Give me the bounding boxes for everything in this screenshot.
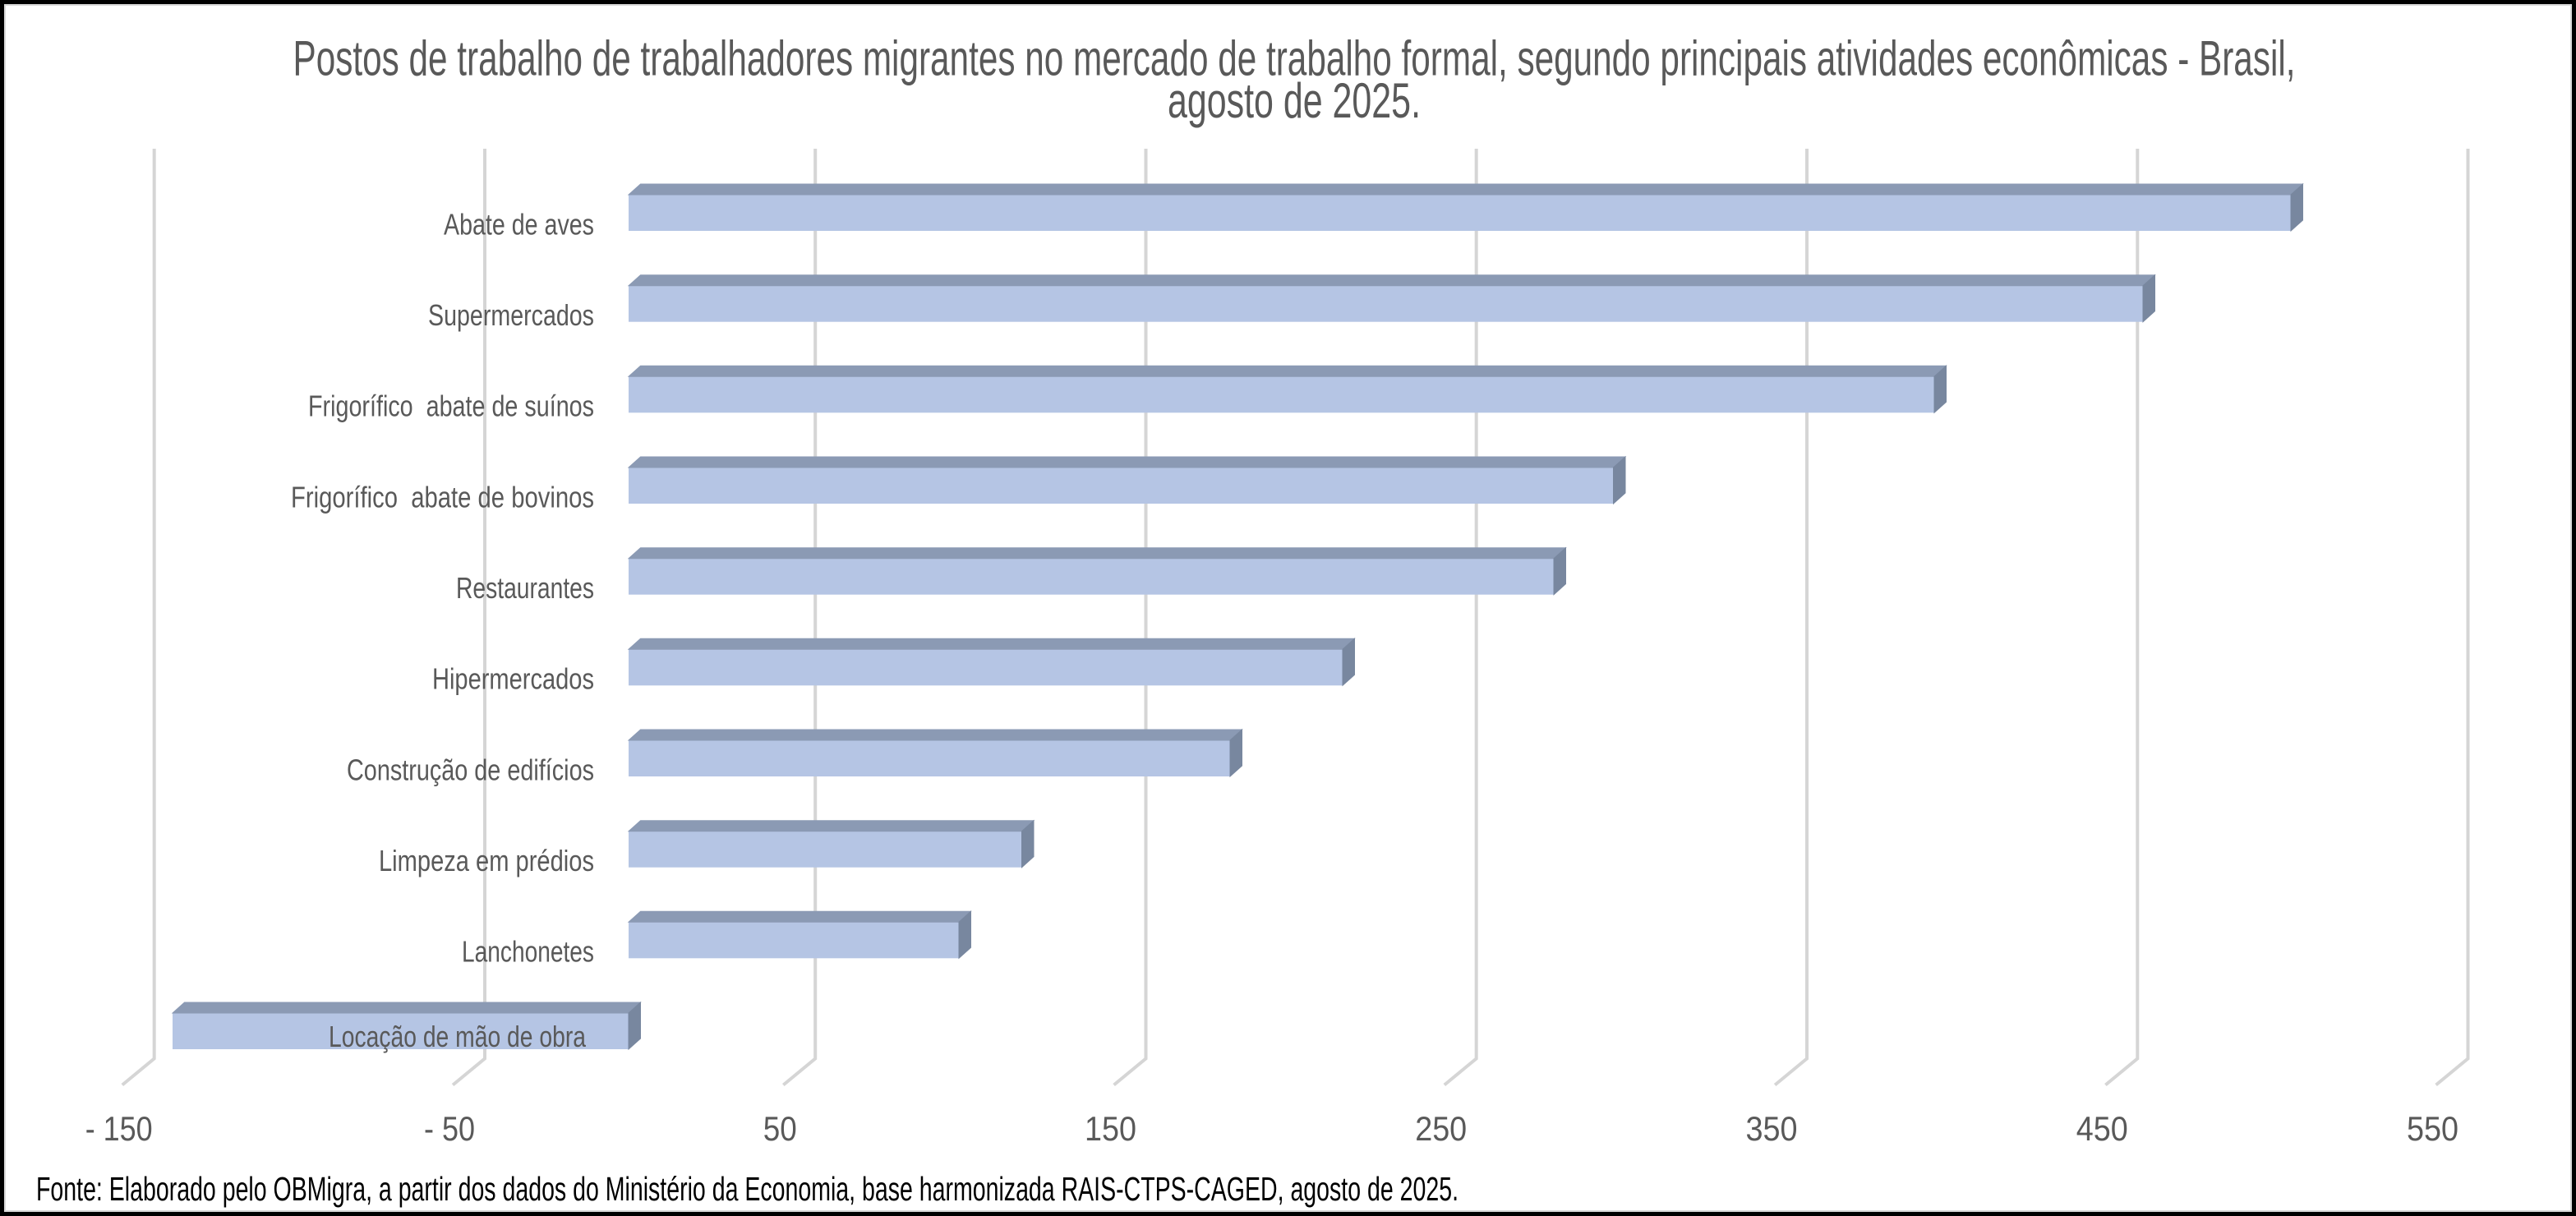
svg-text:Hipermercados: Hipermercados — [432, 662, 594, 696]
svg-text:Abate de aves: Abate de aves — [444, 207, 594, 241]
svg-text:Frigorífico abate de bovinos: Frigorífico abate de bovinos — [291, 480, 594, 514]
svg-text:50: 50 — [763, 1109, 797, 1148]
svg-text:- 150: - 150 — [85, 1109, 153, 1148]
svg-text:Lanchonetes: Lanchonetes — [462, 935, 594, 969]
svg-text:- 50: - 50 — [424, 1109, 475, 1148]
svg-text:Restaurantes: Restaurantes — [456, 571, 594, 605]
svg-text:Postos de trabalho de trabalha: Postos de trabalho de trabalhadores migr… — [293, 31, 2296, 86]
svg-text:Supermercados: Supermercados — [428, 298, 594, 332]
svg-text:agosto de 2025.: agosto de 2025. — [1168, 73, 1421, 128]
svg-text:Construção de edifícios: Construção de edifícios — [347, 753, 594, 786]
svg-text:Frigorífico abate de suínos: Frigorífico abate de suínos — [308, 389, 594, 423]
svg-text:Fonte: Elaborado pelo OBMigra,: Fonte: Elaborado pelo OBMigra, a partir … — [36, 1170, 1459, 1208]
svg-text:250: 250 — [1415, 1109, 1467, 1148]
svg-text:450: 450 — [2076, 1109, 2128, 1148]
svg-text:Limpeza em prédios: Limpeza em prédios — [379, 844, 594, 877]
svg-text:550: 550 — [2407, 1109, 2458, 1148]
svg-text:150: 150 — [1085, 1109, 1136, 1148]
svg-text:350: 350 — [1746, 1109, 1798, 1148]
svg-text:Locação de mão de obra: Locação de mão de obra — [329, 1020, 587, 1053]
